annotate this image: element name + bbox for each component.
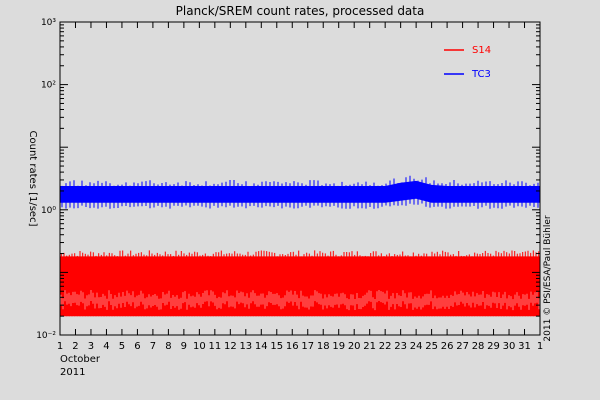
x-tick-label: 16 — [286, 341, 299, 352]
series-S14 — [60, 250, 540, 317]
y-tick-label: 10² — [41, 81, 56, 91]
series-layer — [60, 175, 540, 317]
x-tick-label: 1 — [537, 341, 543, 352]
x-sub-label-month: October — [60, 354, 101, 365]
x-tick-label: 7 — [150, 341, 156, 352]
x-tick-label: 26 — [441, 341, 454, 352]
series-band-TC3 — [60, 180, 540, 203]
x-tick-label: 22 — [379, 341, 392, 352]
x-tick-label: 15 — [270, 341, 283, 352]
x-tick-label: 20 — [348, 341, 361, 352]
x-tick-label: 3 — [88, 341, 94, 352]
series-TC3 — [60, 175, 540, 209]
plot-frame — [59, 21, 541, 336]
x-tick-label: 28 — [472, 341, 485, 352]
x-tick-label: 27 — [456, 341, 469, 352]
legend-label-S14: S14 — [472, 45, 491, 56]
x-tick-label: 14 — [255, 341, 268, 352]
x-tick-label: 18 — [317, 341, 330, 352]
x-tick-label: 25 — [425, 341, 438, 352]
chart-title: Planck/SREM count rates, processed data — [176, 4, 425, 18]
y-tick-label: 10³ — [41, 18, 56, 28]
x-tick-label: 2 — [72, 341, 78, 352]
x-sub-label-year: 2011 — [60, 367, 85, 378]
x-tick-label: 23 — [394, 341, 407, 352]
y-tick-label: 10⁻² — [36, 331, 56, 341]
y-axis-label: Count rates [1/sec] — [27, 131, 38, 227]
x-tick-label: 21 — [363, 341, 376, 352]
x-tick-label: 13 — [239, 341, 252, 352]
x-tick-label: 12 — [224, 341, 237, 352]
x-tick-label: 11 — [208, 341, 221, 352]
x-tick-label: 9 — [181, 341, 187, 352]
credit-text: 2011 © PSI/ESA/Paul Bühler — [543, 215, 553, 341]
x-tick-label: 19 — [332, 341, 345, 352]
x-tick-label: 8 — [165, 341, 171, 352]
x-tick-label: 1 — [57, 341, 63, 352]
y-tick-label: 10⁰ — [41, 206, 56, 216]
x-tick-label: 6 — [134, 341, 140, 352]
series-band-S14 — [60, 256, 540, 317]
x-tick-label: 5 — [119, 341, 125, 352]
x-tick-label: 17 — [301, 341, 314, 352]
x-tick-label: 30 — [503, 341, 516, 352]
x-tick-label: 29 — [487, 341, 500, 352]
legend: S14 TC3 — [444, 45, 491, 80]
x-tick-label: 31 — [518, 341, 531, 352]
x-tick-label: 24 — [410, 341, 423, 352]
x-tick-label: 10 — [193, 341, 206, 352]
x-tick-label: 4 — [103, 341, 109, 352]
legend-label-TC3: TC3 — [471, 69, 491, 80]
